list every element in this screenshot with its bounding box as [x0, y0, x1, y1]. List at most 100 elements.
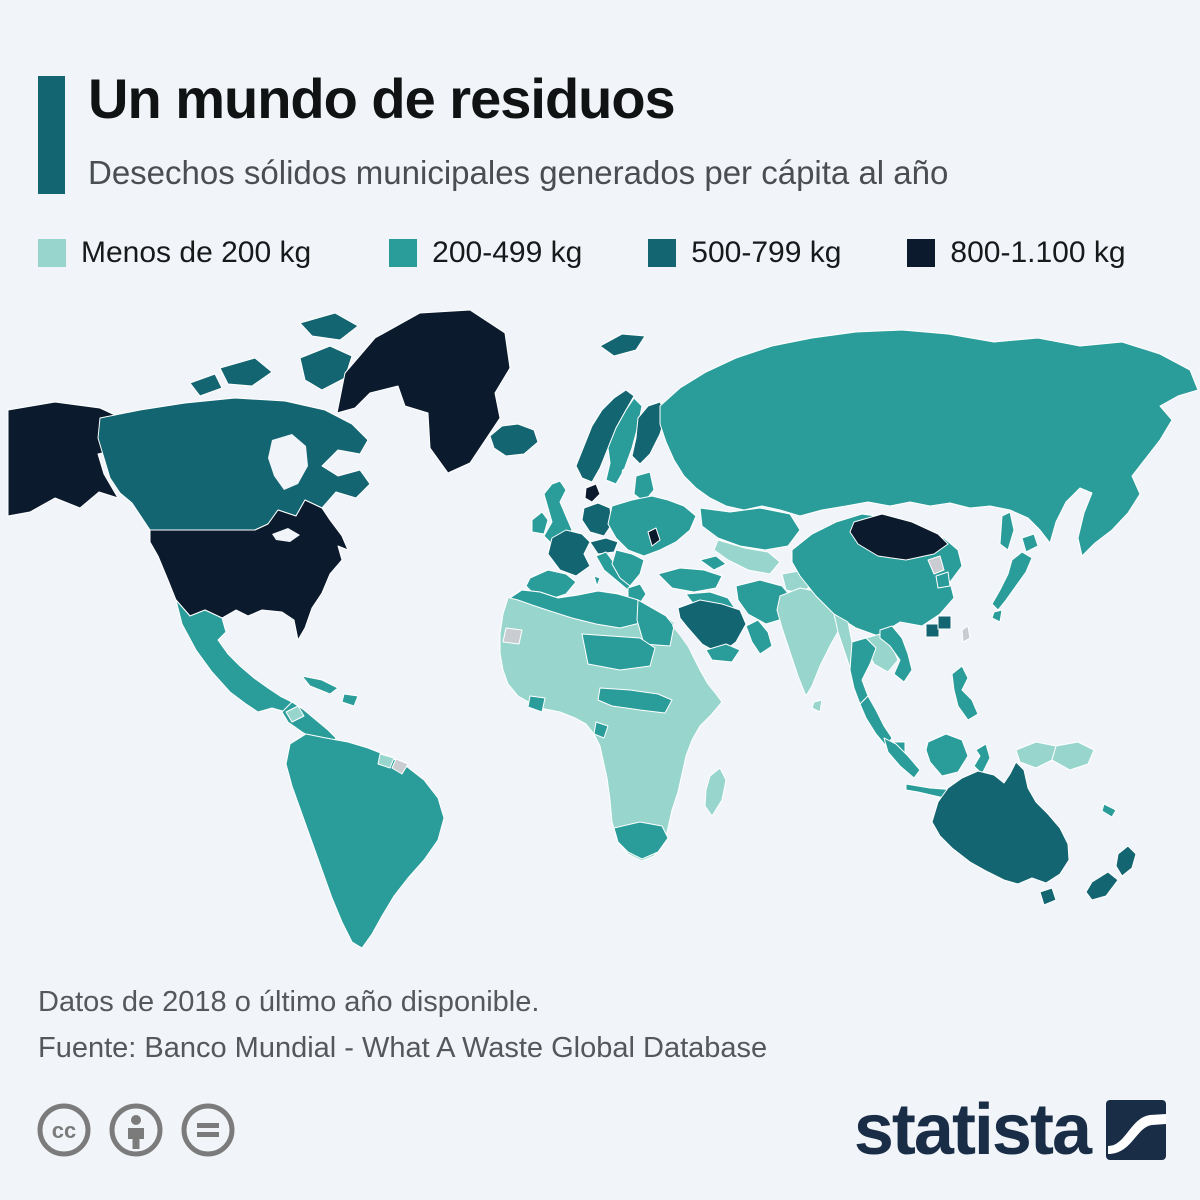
- country-guatemala: [285, 705, 305, 723]
- country-africa: [499, 589, 723, 862]
- statista-logo: statista: [854, 1094, 1166, 1166]
- country-caucasus: [699, 555, 727, 571]
- country-eastern-europe: [607, 495, 697, 557]
- country-south-korea: [935, 571, 951, 589]
- country-norway: [575, 389, 635, 483]
- country-egypt: [636, 599, 675, 647]
- legend-swatch-lt200: [38, 239, 66, 267]
- country-mexico: [175, 599, 293, 713]
- legend-item-200-499: 200-499 kg: [389, 236, 582, 270]
- water-red-sea: [672, 620, 706, 664]
- country-finland: [631, 401, 667, 465]
- country-turkey: [657, 567, 723, 593]
- legend-label-500-799: 500-799 kg: [691, 236, 842, 269]
- country-canada: [97, 397, 371, 531]
- country-greenland: [336, 309, 511, 474]
- country-western-sahara: [502, 627, 523, 645]
- country-sweden: [605, 397, 643, 485]
- country-iceland: [489, 423, 539, 457]
- legend-item-800-1100: 800-1.100 kg: [907, 236, 1126, 270]
- country-cameroon-car: [597, 687, 673, 714]
- country-france: [547, 529, 591, 577]
- country-west-new-guinea: [1015, 741, 1057, 769]
- legend-swatch-800-1100: [907, 239, 936, 267]
- country-ireland: [531, 511, 549, 535]
- statista-logo-icon: [1106, 1100, 1166, 1160]
- statista-logo-text: statista: [853, 1090, 1092, 1170]
- data-note: Datos de 2018 o último año disponible.: [38, 986, 540, 1018]
- legend-label-800-1100: 800-1.100 kg: [950, 236, 1126, 269]
- country-french-guiana: [391, 758, 409, 775]
- country-madagascar: [704, 767, 727, 817]
- country-taiwan: [961, 625, 971, 643]
- title-accent-bar: [38, 76, 65, 194]
- country-uk: [543, 480, 573, 545]
- source-note: Fuente: Banco Mundial - What A Waste Glo…: [38, 1032, 768, 1064]
- country-philippines: [951, 665, 979, 721]
- country-niger-chad: [581, 633, 656, 671]
- world-choropleth-map: [0, 298, 1200, 960]
- country-north-korea: [927, 555, 945, 575]
- country-sumatra: [883, 737, 921, 779]
- country-saudi-arabia: [677, 599, 747, 655]
- country-suriname: [377, 753, 395, 769]
- country-new-zealand-south: [1085, 871, 1119, 901]
- country-yemen: [705, 643, 741, 663]
- country-sardinia: [593, 575, 601, 587]
- legend-label-lt200: Menos de 200 kg: [81, 236, 312, 269]
- country-canada-victoria-island: [219, 357, 273, 387]
- country-australia: [931, 761, 1070, 885]
- svg-text:cc: cc: [52, 1118, 76, 1143]
- country-gulf-states: [745, 619, 773, 655]
- water-baltic-sea: [620, 462, 638, 490]
- country-canada-banks-island: [189, 373, 223, 397]
- country-sri-lanka: [811, 699, 823, 713]
- country-papua-new-guinea: [1051, 741, 1095, 771]
- country-kazakhstan: [699, 507, 801, 551]
- country-japan-kyushu: [991, 609, 1003, 623]
- country-south-america: [285, 733, 445, 949]
- country-russia: [659, 329, 1199, 557]
- license-icons: cc: [36, 1102, 252, 1158]
- legend-swatch-200-499: [389, 239, 418, 267]
- page-title: Un mundo de residuos: [88, 67, 676, 130]
- country-new-caledonia: [1101, 803, 1117, 818]
- country-svalbard: [599, 333, 646, 357]
- country-canada-ellesmere-island: [299, 312, 359, 341]
- country-baltic-states: [633, 471, 655, 503]
- legend-label-200-499: 200-499 kg: [432, 236, 583, 269]
- country-south-africa: [613, 821, 669, 860]
- country-malay-peninsula: [859, 695, 893, 747]
- legend-item-lt200: Menos de 200 kg: [38, 236, 311, 270]
- country-japan-honshu: [991, 551, 1033, 611]
- country-hong-kong: [937, 615, 952, 630]
- country-vietnam: [879, 625, 913, 683]
- country-macau: [925, 623, 940, 638]
- country-borneo: [925, 733, 969, 777]
- country-sulawesi: [973, 743, 991, 775]
- country-thailand: [849, 637, 877, 705]
- country-mongolia: [849, 513, 949, 561]
- cc-icon: cc: [37, 1103, 91, 1157]
- country-gabon: [593, 721, 609, 739]
- page-subtitle: Desechos sólidos municipales generados p…: [88, 154, 949, 191]
- country-moldova: [647, 527, 661, 547]
- country-central-asia: [713, 539, 781, 575]
- attribution-icon: [109, 1103, 163, 1157]
- country-ivory-coast: [527, 695, 546, 713]
- no-derivatives-icon: [181, 1103, 235, 1157]
- country-hispaniola: [341, 693, 359, 707]
- legend: Menos de 200 kg 200-499 kg 500-799 kg 80…: [38, 236, 1192, 270]
- country-tasmania: [1039, 887, 1057, 906]
- water-hudson-bay: [268, 434, 308, 490]
- country-balkans: [611, 549, 645, 587]
- water-great-lakes: [272, 528, 300, 542]
- country-denmark: [584, 483, 601, 503]
- country-alpine-states: [589, 537, 619, 555]
- legend-swatch-500-799: [648, 239, 677, 267]
- country-sakhalin: [999, 511, 1015, 551]
- country-cuba: [301, 675, 339, 695]
- country-germany: [581, 502, 613, 537]
- legend-item-500-799: 500-799 kg: [648, 236, 841, 270]
